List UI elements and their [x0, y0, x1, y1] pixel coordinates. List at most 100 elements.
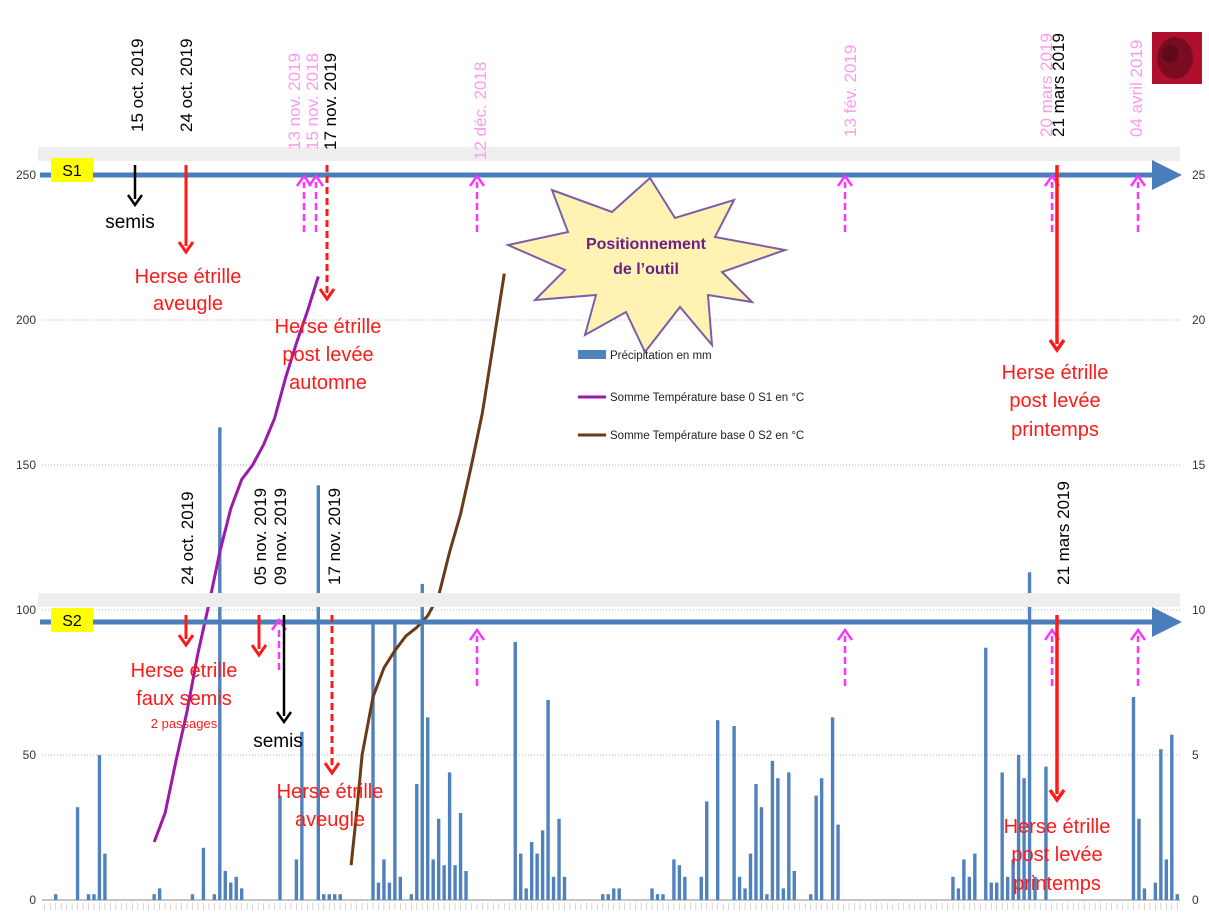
y-right-tick-label: 0 — [1192, 893, 1199, 907]
precipitation-bar — [333, 894, 337, 900]
precipitation-bar — [371, 621, 375, 900]
precipitation-bar — [529, 842, 534, 900]
precipitation-bar — [453, 865, 457, 900]
annotations: Herse étrille aveugle Herse étrille post… — [105, 212, 1110, 895]
precipitation-bar — [715, 720, 720, 900]
s1-date-labels: 15 oct. 2019 24 oct. 2019 13 nov. 2019 1… — [128, 33, 1146, 160]
precipitation-bar — [1137, 818, 1141, 900]
precipitation-bar — [447, 772, 452, 900]
precipitation-bar — [376, 882, 381, 900]
precipitation-bar — [393, 621, 397, 900]
label-s2-faux-semis-1: Herse étrille — [131, 660, 238, 682]
precipitation-bar — [387, 882, 392, 900]
precipitation-bar — [157, 888, 162, 900]
s2-date-label: 17 nov. 2019 — [325, 488, 344, 585]
y-axis-right: 0 5 10 15 20 25 — [1192, 168, 1206, 907]
svg-text:S2: S2 — [62, 613, 82, 630]
precipitation-bar — [830, 717, 835, 900]
lane-label-s1: S1 — [51, 158, 93, 182]
arrow-s1-pink-head — [468, 173, 486, 187]
precipitation-bar — [1142, 888, 1147, 900]
precipitation-bar — [1164, 859, 1169, 900]
arrow-s1-aveugle-head — [177, 241, 195, 255]
label-s1-automne-3: automne — [289, 372, 367, 394]
label-s2-faux-semis-2: faux semis — [136, 688, 232, 710]
s1-date-label: 15 oct. 2019 — [128, 38, 147, 132]
precipitation-bar — [436, 818, 441, 900]
precipitation-bar — [973, 853, 977, 900]
precipitation-bar — [776, 778, 780, 900]
label-s1-automne-2: post levée — [282, 344, 373, 366]
precipitation-bar — [420, 583, 424, 900]
precipitation-bar — [1027, 572, 1032, 900]
precipitation-bar — [278, 795, 282, 900]
s1-date-label: 17 nov. 2019 — [321, 53, 340, 150]
precipitation-bar — [415, 784, 419, 900]
arrow-s1-semis-head — [126, 194, 144, 208]
y-left-tick-label: 100 — [16, 603, 36, 617]
precipitation-bar — [683, 876, 687, 900]
precipitation-bar — [557, 818, 561, 900]
label-s2-passages: 2 passages — [151, 716, 218, 731]
precipitation-bar — [535, 853, 539, 900]
precipitation-bar — [699, 876, 703, 900]
s1-date-label: 13 nov. 2019 — [285, 53, 304, 150]
arrow-s2-pink-head — [468, 627, 486, 641]
lane-label-s2: S2 — [51, 608, 93, 632]
label-s1-printemps-3: printemps — [1011, 419, 1099, 441]
intervention-arrows — [126, 165, 1147, 804]
precipitation-bar — [737, 876, 742, 900]
precipitation-bar — [754, 784, 758, 900]
precipitation-bar — [732, 726, 736, 900]
legend-label-s2: Somme Température base 0 S2 en °C — [610, 430, 804, 442]
precipitation-bar — [967, 876, 972, 900]
y-left-tick-label: 250 — [16, 168, 36, 182]
precipitation-bar — [458, 813, 463, 900]
precipitation-bar — [190, 894, 195, 900]
precipitation-bar — [409, 894, 413, 900]
arrow-s1-automne-head — [318, 288, 336, 302]
label-s2-printemps-2: post levée — [1011, 844, 1102, 866]
label-s1-semis: semis — [105, 212, 155, 233]
precipitation-bar — [743, 888, 747, 900]
precipitation-bar — [792, 871, 796, 900]
s1-date-label: 20 mars 2019 — [1037, 33, 1056, 137]
precipitation-bar — [53, 894, 58, 900]
precipitation-bar — [212, 894, 217, 900]
arrow-s2-aveugle-head — [323, 762, 341, 776]
precipitation-bar — [1000, 772, 1004, 900]
label-s2-aveugle-1: Herse étrille — [277, 781, 384, 803]
precipitation-bar — [327, 894, 331, 900]
arrow-s1-pink-head — [295, 173, 313, 187]
precipitation-bar — [770, 760, 775, 900]
s2-date-label: 05 nov. 2019 — [251, 488, 270, 585]
arrow-s1-pink-head — [836, 173, 854, 187]
precipitation-bar — [1131, 697, 1136, 900]
label-s2-printemps-3: printemps — [1013, 873, 1101, 895]
precipitation-bar — [294, 859, 299, 900]
precipitation-bar — [601, 894, 605, 900]
y-left-tick-label: 150 — [16, 458, 36, 472]
precipitation-bar — [92, 894, 96, 900]
precipitation-bars — [53, 427, 1179, 900]
precipitation-bar — [464, 871, 468, 900]
photo-thumbnail — [1152, 32, 1202, 84]
y-right-tick-label: 20 — [1192, 313, 1206, 327]
precipitation-bar — [1005, 876, 1010, 900]
precipitation-bar — [1016, 755, 1021, 900]
label-s2-semis: semis — [253, 731, 303, 752]
s1-date-label: 21 mars 2019 — [1049, 33, 1068, 137]
s2-date-label: 24 oct. 2019 — [178, 491, 197, 585]
label-s1-herse-aveugle-1: Herse étrille — [135, 266, 242, 288]
y-left-tick-label: 0 — [29, 893, 36, 907]
y-axis-left: 0 50 100 150 200 250 — [16, 168, 36, 907]
label-s1-automne-1: Herse étrille — [275, 316, 382, 338]
label-s1-herse-aveugle-2: aveugle — [153, 293, 223, 315]
precipitation-bar — [540, 830, 545, 900]
precipitation-bar — [836, 824, 840, 900]
s2-date-labels: 24 oct. 2019 05 nov. 2019 09 nov. 2019 1… — [178, 481, 1073, 585]
legend-swatch-precip — [578, 350, 606, 359]
precipitation-bar — [442, 865, 446, 900]
precipitation-bar — [201, 847, 206, 900]
